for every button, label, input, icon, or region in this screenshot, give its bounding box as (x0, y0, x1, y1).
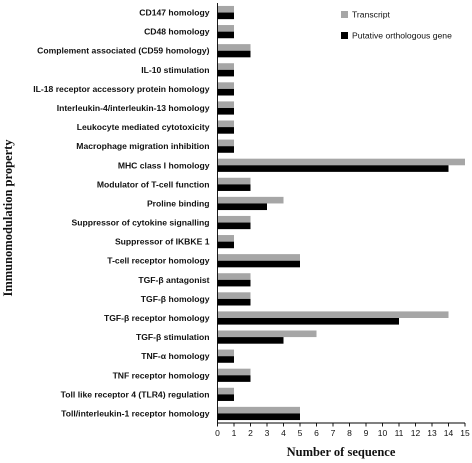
x-tick-label-11: 11 (395, 428, 404, 438)
category-label-tnf-homology: TNF-α homology (141, 351, 210, 361)
category-label-tnf-receptor-homology: TNF receptor homology (113, 370, 210, 380)
bar-transcript-tnf-receptor-homology (217, 368, 251, 376)
bar-transcript-leukocyte-mediated-cytotoxicity (217, 120, 234, 128)
x-tick-label-0: 0 (215, 428, 220, 438)
legend-swatch-putative-orthologous-gene (341, 32, 348, 39)
bar-putative-orthologous-gene-mhc-class-i-homology (217, 165, 449, 172)
x-tick-label-9: 9 (364, 428, 369, 438)
category-label-leukocyte-mediated-cytotoxicity: Leukocyte mediated cytotoxicity (77, 122, 210, 132)
category-label-complement-associated-cd59-homology: Complement associated (CD59 homology) (37, 46, 210, 56)
bar-transcript-tgf-stimulation (217, 330, 317, 338)
legend-label-putative-orthologous-gene: Putative orthologous gene (352, 31, 452, 41)
bar-putative-orthologous-gene-tgf-receptor-homology (217, 318, 399, 325)
bar-transcript-il-18-receptor-accessory-protein-homology (217, 82, 234, 89)
bar-putative-orthologous-gene-suppressor-of-cytokine-signalling (217, 222, 251, 230)
legend-swatch-transcript (341, 11, 348, 18)
bar-putative-orthologous-gene-cd147-homology (217, 12, 234, 20)
bar-transcript-tgf-homology (217, 292, 251, 299)
bar-transcript-macrophage-migration-inhibition (217, 139, 234, 147)
bar-putative-orthologous-gene-tgf-stimulation (217, 337, 284, 344)
x-tick-label-13: 13 (427, 428, 437, 438)
x-tick-label-5: 5 (298, 428, 303, 438)
category-label-il-10-stimulation: IL-10 stimulation (141, 65, 209, 75)
category-label-modulator-of-t-cell-function: Modulator of T-cell function (97, 179, 210, 189)
category-label-tgf-homology: TGF-β homology (141, 294, 210, 304)
axes-layer (217, 3, 466, 427)
bar-putative-orthologous-gene-leukocyte-mediated-cytotoxicity (217, 127, 234, 134)
bar-putative-orthologous-gene-complement-associated-cd59-homology (217, 50, 251, 58)
category-labels: CD147 homology CD48 homology Complement as… (33, 8, 209, 419)
bar-putative-orthologous-gene-interleukin-4-interleukin-13-homology (217, 108, 234, 115)
bar-transcript-suppressor-of-ikbke-1 (217, 235, 234, 242)
category-label-suppressor-of-cytokine-signalling: Suppressor of cytokine signalling (71, 218, 209, 228)
category-label-proline-binding: Proline binding (147, 198, 210, 208)
category-label-interleukin-4-interleukin-13-homology: Interleukin-4/interleukin-13 homology (57, 103, 210, 113)
x-axis-title: Number of sequence (287, 445, 396, 459)
category-label-cd48-homology: CD48 homology (144, 27, 210, 37)
category-label-t-cell-receptor-homology: T-cell receptor homology (107, 256, 209, 266)
bar-transcript-interleukin-4-interleukin-13-homology (217, 101, 234, 108)
bar-transcript-suppressor-of-cytokine-signalling (217, 215, 251, 223)
bar-putative-orthologous-gene-cd48-homology (217, 31, 234, 39)
category-label-il-18-receptor-accessory-protein-homology: IL-18 receptor accessory protein homolog… (33, 84, 209, 94)
legend: Transcript Putative orthologous gene (341, 10, 452, 41)
x-tick-label-12: 12 (411, 428, 421, 438)
bar-transcript-tgf-antagonist (217, 273, 251, 280)
bars-layer (217, 5, 465, 421)
bar-putative-orthologous-gene-toll-like-receptor-4-tlr4-regulation (217, 394, 234, 401)
bar-putative-orthologous-gene-tgf-homology (217, 298, 251, 306)
bar-transcript-mhc-class-i-homology (217, 158, 465, 166)
x-tick-label-8: 8 (347, 428, 352, 438)
bar-transcript-tgf-receptor-homology (217, 311, 449, 318)
bar-putative-orthologous-gene-tnf-homology (217, 356, 234, 363)
bar-putative-orthologous-gene-toll-interleukin-1-receptor-homology (217, 413, 300, 421)
x-tick-labels: 0 1 2 3 4 5 6 7 8 9 10 11 12 13 14 15 (215, 428, 470, 438)
x-tick-label-14: 14 (444, 428, 454, 438)
category-label-mhc-class-i-homology: MHC class I homology (118, 160, 210, 170)
bar-transcript-il-10-stimulation (217, 63, 234, 70)
category-label-tgf-antagonist: TGF-β antagonist (138, 275, 209, 285)
category-label-tgf-stimulation: TGF-β stimulation (136, 332, 210, 342)
x-tick-label-3: 3 (265, 428, 270, 438)
bar-transcript-toll-interleukin-1-receptor-homology (217, 406, 300, 414)
x-tick-label-15: 15 (460, 428, 470, 438)
bar-transcript-cd147-homology (217, 5, 234, 13)
bar-putative-orthologous-gene-il-18-receptor-accessory-protein-homology (217, 88, 234, 96)
bar-putative-orthologous-gene-suppressor-of-ikbke-1 (217, 241, 234, 249)
category-label-toll-like-receptor-4-tlr4-regulation: Toll like receptor 4 (TLR4) regulation (61, 389, 210, 399)
bar-putative-orthologous-gene-macrophage-migration-inhibition (217, 146, 234, 153)
bar-transcript-toll-like-receptor-4-tlr4-regulation (217, 387, 234, 395)
bar-putative-orthologous-gene-tgf-antagonist (217, 279, 251, 287)
bar-transcript-complement-associated-cd59-homology (217, 44, 251, 51)
category-label-suppressor-of-ikbke-1: Suppressor of IKBKE 1 (115, 237, 210, 247)
category-label-toll-interleukin-1-receptor-homology: Toll/interleukin-1 receptor homology (61, 408, 210, 418)
x-tick-label-2: 2 (248, 428, 253, 438)
bar-putative-orthologous-gene-proline-binding (217, 203, 267, 211)
bar-putative-orthologous-gene-il-10-stimulation (217, 69, 234, 77)
x-tick-label-7: 7 (331, 428, 336, 438)
bar-putative-orthologous-gene-tnf-receptor-homology (217, 375, 251, 382)
legend-label-transcript: Transcript (352, 10, 390, 20)
bar-transcript-tnf-homology (217, 349, 234, 357)
category-label-cd147-homology: CD147 homology (139, 8, 209, 18)
bar-transcript-t-cell-receptor-homology (217, 254, 300, 261)
category-label-macrophage-migration-inhibition: Macrophage migration inhibition (76, 141, 209, 151)
y-axis-title: Immunomodulation property (1, 139, 15, 297)
x-tick-label-1: 1 (232, 428, 237, 438)
x-tick-label-10: 10 (378, 428, 388, 438)
x-tick-label-6: 6 (314, 428, 319, 438)
x-tick-label-4: 4 (281, 428, 286, 438)
bar-transcript-modulator-of-t-cell-function (217, 177, 251, 185)
bar-transcript-cd48-homology (217, 25, 234, 32)
bar-putative-orthologous-gene-modulator-of-t-cell-function (217, 184, 251, 191)
bar-putative-orthologous-gene-t-cell-receptor-homology (217, 260, 300, 268)
category-label-tgf-receptor-homology: TGF-β receptor homology (104, 313, 210, 323)
bar-transcript-proline-binding (217, 196, 284, 204)
